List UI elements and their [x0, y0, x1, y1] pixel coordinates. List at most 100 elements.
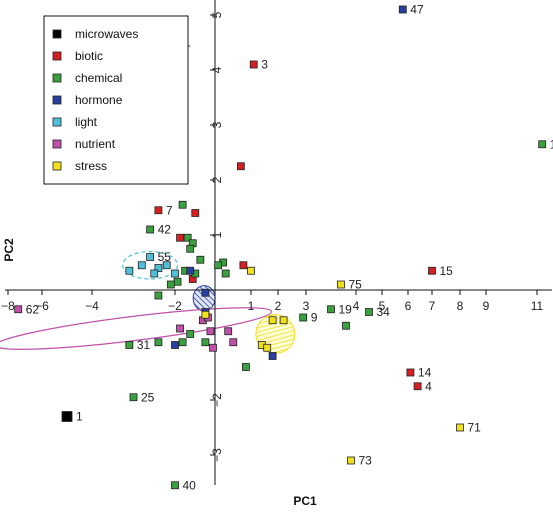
x-tick-label: −8	[1, 299, 15, 313]
point-label: 19	[339, 302, 353, 316]
biotic-point	[428, 266, 436, 275]
x-tick-label: 7	[429, 299, 436, 313]
point-label: 7	[166, 203, 173, 217]
legend-swatch-stress	[52, 161, 62, 171]
x-axis-title: PC1	[293, 494, 317, 508]
legend-swatch-hormone	[52, 95, 62, 105]
point-label: 40	[183, 478, 197, 492]
stress-point	[337, 280, 345, 289]
x-tick-label: 6	[405, 299, 412, 313]
nutrient-point	[14, 305, 23, 314]
chemical-point	[186, 330, 195, 338]
chemical-point	[365, 308, 373, 316]
light-point	[137, 261, 146, 270]
point-label: 1	[76, 410, 83, 424]
chemical-point	[299, 313, 308, 322]
x-tick-label: 2	[275, 299, 282, 313]
x-tick-label: 1	[248, 299, 255, 313]
chemical-point	[154, 338, 163, 347]
legend-label-light: light	[75, 115, 98, 129]
x-tick-label: −4	[85, 299, 99, 313]
legend-swatch-microwaves	[52, 29, 62, 39]
point-label: 34	[377, 305, 391, 319]
legend-swatch-light	[52, 117, 62, 127]
chemical-point	[178, 200, 187, 209]
y-tick-label: −2	[210, 393, 224, 407]
chemical-point	[171, 481, 179, 490]
point-label: 75	[349, 278, 363, 292]
microwaves-point	[61, 411, 73, 422]
y-tick-label: −3	[210, 448, 224, 462]
point-label: 62	[26, 302, 40, 316]
hormone-point	[171, 341, 179, 349]
light-point	[162, 261, 171, 270]
stress-point	[456, 423, 464, 432]
chemical-point	[342, 321, 350, 330]
legend-label-hormone: hormone	[75, 93, 123, 107]
nutrient-point	[176, 324, 184, 333]
y-tick-label: 3	[210, 121, 224, 128]
light-point	[154, 264, 163, 272]
stress-point	[247, 266, 255, 275]
y-tick-label: 1	[210, 231, 224, 238]
nutrient-confidence-ellipse	[0, 307, 273, 350]
y-tick-label: 2	[210, 176, 224, 183]
stress-point	[268, 316, 277, 325]
chemical-point	[125, 341, 134, 349]
chemical-point	[154, 291, 163, 300]
y-axis-title: PC2	[2, 238, 16, 262]
point-label: 55	[158, 250, 172, 264]
nutrient-point	[209, 343, 217, 352]
point-label: 9	[311, 311, 318, 325]
y-tick-label: 4	[210, 66, 224, 73]
light-confidence-ellipse	[122, 250, 179, 280]
chemical-point	[214, 261, 222, 270]
light-point	[146, 253, 155, 261]
light-point	[125, 266, 134, 275]
legend-swatch-chemical	[52, 73, 62, 83]
biotic-point	[249, 60, 258, 69]
biotic-point	[413, 382, 422, 391]
x-tick-label: 9	[483, 299, 490, 313]
nutrient-point	[206, 327, 215, 336]
biotic-point	[236, 162, 245, 171]
point-label: 4	[425, 379, 432, 393]
point-label: 42	[158, 223, 172, 237]
chemical-point	[183, 233, 192, 242]
biotic-point	[176, 233, 184, 242]
legend-label-biotic: biotic	[75, 49, 103, 63]
point-label: 47	[410, 3, 424, 17]
stress-point	[279, 316, 288, 325]
x-tick-label: 11	[531, 299, 544, 313]
x-tick-label: −6	[35, 299, 49, 313]
chemical-point	[186, 244, 195, 253]
chemical-point	[196, 255, 205, 264]
y-tick-label: 5	[210, 11, 224, 18]
stress-point	[201, 310, 210, 319]
point-label: 14	[418, 366, 432, 380]
hormone-point	[398, 5, 407, 14]
biotic-point	[406, 368, 415, 377]
x-tick-label: 5	[379, 299, 386, 313]
x-tick-label: −2	[168, 299, 182, 313]
stress-point	[347, 456, 355, 465]
point-label: 25	[141, 390, 155, 404]
chemical-point	[242, 363, 250, 371]
light-point	[171, 269, 179, 278]
x-tick-label: 8	[457, 299, 464, 313]
point-label: 73	[359, 454, 373, 468]
x-tick-label: 4	[353, 299, 360, 313]
chemical-point	[327, 305, 335, 314]
point-label: 31	[137, 338, 151, 352]
chemical-point	[173, 277, 182, 286]
biotic-point	[154, 206, 163, 215]
legend-label-stress: stress	[75, 159, 107, 173]
hormone-point	[186, 266, 195, 275]
point-label: 71	[468, 421, 482, 435]
stress-point	[263, 343, 272, 352]
chemical-point	[178, 338, 187, 347]
chemical-point	[146, 225, 155, 234]
legend-swatch-biotic	[52, 51, 62, 61]
chemical-point	[129, 393, 138, 402]
